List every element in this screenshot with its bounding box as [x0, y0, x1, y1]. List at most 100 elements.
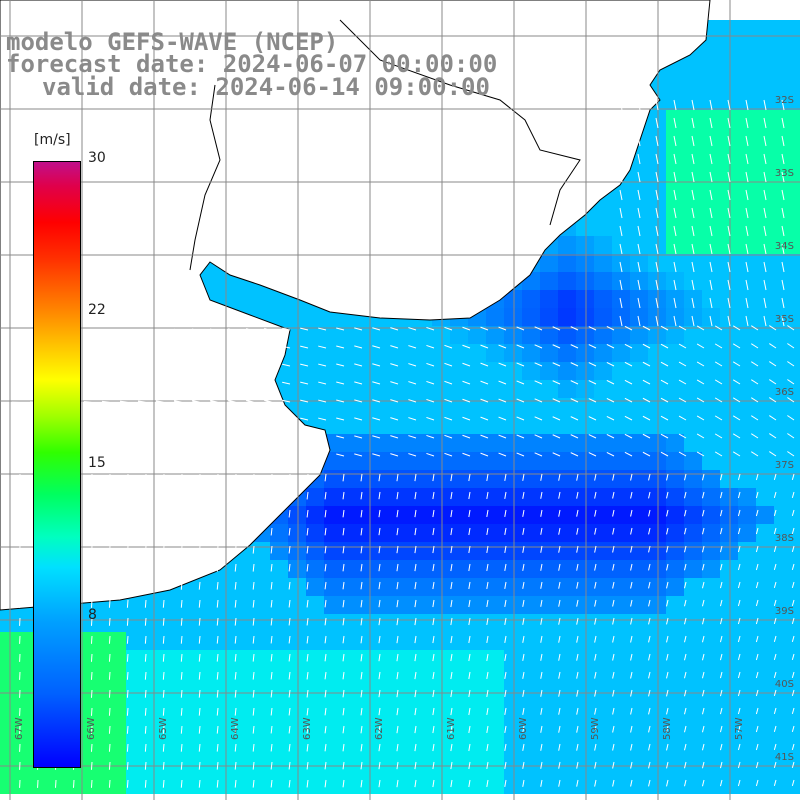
- wind-arrow: [630, 617, 633, 625]
- wind-arrow: [612, 671, 615, 679]
- wind-cell: [630, 650, 648, 668]
- wind-cell: [306, 776, 324, 794]
- wind-arrow: [504, 635, 507, 643]
- wind-cell: [702, 236, 720, 254]
- wind-cell: [576, 614, 594, 632]
- wind-cell: [630, 776, 648, 794]
- wind-arrow: [480, 398, 489, 403]
- wind-arrow: [288, 617, 291, 626]
- wind-cell: [756, 686, 774, 704]
- wind-arrow: [108, 617, 111, 626]
- wind-arrow: [534, 452, 543, 457]
- wind-arrow: [234, 779, 237, 788]
- wind-arrow: [727, 117, 731, 129]
- wind-arrow: [408, 363, 417, 367]
- wind-arrow: [755, 635, 759, 643]
- wind-arrow: [210, 382, 219, 385]
- wind-arrow: [660, 433, 669, 439]
- wind-arrow: [300, 327, 309, 331]
- wind-cell: [558, 524, 576, 542]
- wind-cell: [648, 308, 666, 326]
- wind-arrow: [619, 261, 623, 273]
- wind-cell: [126, 758, 144, 776]
- wind-arrow: [336, 435, 345, 439]
- wind-arrow: [378, 671, 381, 680]
- wind-cell: [738, 20, 756, 38]
- wind-arrow: [144, 761, 147, 770]
- wind-arrow: [432, 473, 435, 482]
- wind-cell: [576, 290, 594, 308]
- wind-arrow: [558, 761, 561, 769]
- wind-cell: [198, 614, 216, 632]
- wind-arrow: [372, 417, 381, 421]
- wind-arrow: [360, 743, 363, 752]
- wind-arrow: [180, 509, 183, 518]
- wind-cell: [414, 542, 432, 560]
- wind-cell: [702, 524, 720, 542]
- wind-arrow: [246, 453, 255, 457]
- wind-cell: [342, 650, 360, 668]
- wind-cell: [576, 578, 594, 596]
- wind-arrow: [342, 473, 345, 482]
- wind-arrow: [318, 345, 327, 349]
- wind-arrow: [612, 509, 615, 517]
- wind-arrow: [336, 417, 345, 421]
- wind-cell: [306, 362, 324, 380]
- wind-arrow: [450, 617, 453, 626]
- wind-cell: [738, 146, 756, 164]
- wind-arrow: [486, 635, 489, 644]
- wind-cell: [666, 200, 684, 218]
- wind-arrow: [216, 653, 219, 662]
- wind-arrow: [414, 473, 417, 482]
- wind-arrow: [691, 225, 695, 237]
- wind-arrow: [666, 491, 669, 499]
- wind-arrow: [791, 689, 795, 696]
- wind-cell: [234, 578, 252, 596]
- wind-arrow: [701, 545, 705, 553]
- wind-cell: [504, 686, 522, 704]
- wind-arrow: [727, 207, 731, 219]
- wind-arrow: [216, 527, 219, 536]
- wind-arrow: [701, 509, 705, 517]
- wind-cell: [252, 578, 270, 596]
- wind-cell: [18, 740, 36, 758]
- wind-arrow: [414, 725, 417, 734]
- wind-arrow: [378, 581, 381, 590]
- wind-arrow: [228, 382, 237, 385]
- wind-arrow: [342, 743, 345, 752]
- longitude-label: 62W: [374, 717, 385, 740]
- wind-cell: [324, 524, 342, 542]
- wind-cell: [594, 200, 612, 218]
- wind-arrow: [414, 527, 417, 536]
- wind-arrow: [126, 599, 129, 608]
- wind-cell: [666, 686, 684, 704]
- longitude-label: 57W: [734, 717, 745, 740]
- wind-arrow: [769, 397, 777, 403]
- wind-arrow: [684, 761, 687, 769]
- wind-arrow: [306, 563, 309, 572]
- wind-arrow: [486, 671, 489, 680]
- wind-arrow: [444, 398, 453, 403]
- wind-arrow: [432, 653, 435, 662]
- wind-cell: [558, 344, 576, 362]
- wind-cell: [468, 398, 486, 416]
- wind-cell: [522, 398, 540, 416]
- wind-cell: [288, 632, 306, 650]
- wind-cell: [720, 650, 738, 668]
- wind-arrow: [504, 491, 507, 499]
- wind-cell: [414, 434, 432, 452]
- wind-arrow: [198, 491, 201, 500]
- wind-cell: [648, 236, 666, 254]
- wind-cell: [486, 488, 504, 506]
- wind-cell: [504, 326, 522, 344]
- wind-arrow: [270, 617, 273, 626]
- wind-cell: [738, 272, 756, 290]
- wind-arrow: [306, 761, 309, 770]
- wind-arrow: [763, 225, 767, 237]
- wind-arrow: [691, 261, 695, 273]
- wind-cell: [720, 542, 738, 560]
- wind-cell: [252, 668, 270, 686]
- wind-arrow: [619, 99, 623, 111]
- wind-cell: [576, 686, 594, 704]
- wind-cell: [738, 488, 756, 506]
